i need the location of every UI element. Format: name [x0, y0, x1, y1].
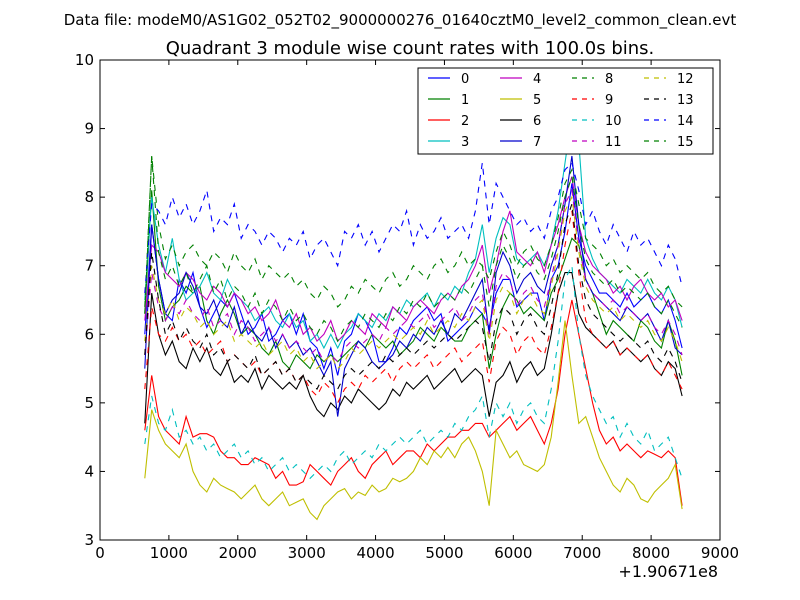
series-line-10: [144, 263, 683, 480]
legend-label-9: 9: [605, 93, 613, 108]
y-tick-label: 5: [84, 394, 94, 412]
x-tick-label: 0: [95, 544, 105, 562]
ticks-layer: 0 1000 2000 3000 4000 5000 6000 7000 8000 9000 3 4 5…: [75, 51, 739, 562]
legend-label-11: 11: [605, 135, 622, 150]
legend-label-2: 2: [461, 114, 469, 129]
series-line-12: [144, 195, 683, 370]
y-tick-label: 4: [84, 462, 94, 480]
legend-label-7: 7: [533, 135, 541, 150]
legend-label-0: 0: [461, 72, 469, 87]
figure-suptitle: Data file: modeM0/AS1G02_052T02_90000002…: [64, 11, 737, 30]
x-tick-label: 3000: [288, 544, 326, 562]
series-line-7: [144, 155, 683, 417]
x-tick-label: 9000: [701, 544, 739, 562]
series-line-5: [144, 320, 683, 521]
x-tick-label: 1000: [150, 544, 188, 562]
x-tick-label: 5000: [425, 544, 463, 562]
series-line-6: [144, 272, 683, 424]
legend-label-4: 4: [533, 72, 541, 87]
series-layer: [144, 114, 683, 521]
x-tick-label: 8000: [632, 544, 670, 562]
x-offset-label: +1.90671e8: [618, 562, 718, 581]
legend-label-8: 8: [605, 72, 613, 87]
y-tick-label: 9: [84, 120, 94, 138]
chart-title: Quadrant 3 module wise count rates with …: [166, 38, 655, 59]
legend-label-6: 6: [533, 114, 541, 129]
legend-label-15: 15: [677, 135, 694, 150]
legend-label-12: 12: [677, 72, 694, 87]
legend-label-3: 3: [461, 135, 469, 150]
legend-label-13: 13: [677, 93, 694, 108]
y-tick-label: 10: [75, 51, 94, 69]
x-tick-label: 2000: [219, 544, 257, 562]
series-line-9: [144, 210, 683, 405]
legend-label-14: 14: [677, 114, 694, 129]
axes-frame: [99, 59, 721, 541]
series-line-8: [144, 155, 683, 308]
series-line-2: [144, 299, 683, 506]
x-tick-label: 4000: [356, 544, 394, 562]
y-tick-label: 8: [84, 188, 94, 206]
legend-label-5: 5: [533, 93, 541, 108]
legend-frame: [417, 67, 714, 155]
x-tick-label: 7000: [563, 544, 601, 562]
legend-label-1: 1: [461, 93, 469, 108]
y-tick-label: 7: [84, 257, 94, 275]
x-tick-label: 6000: [494, 544, 532, 562]
series-line-15: [144, 155, 683, 343]
y-tick-label: 3: [84, 531, 94, 549]
series-line-14: [144, 161, 683, 294]
legend-label-10: 10: [605, 114, 622, 129]
series-line-4: [144, 176, 683, 343]
y-tick-label: 6: [84, 325, 94, 343]
